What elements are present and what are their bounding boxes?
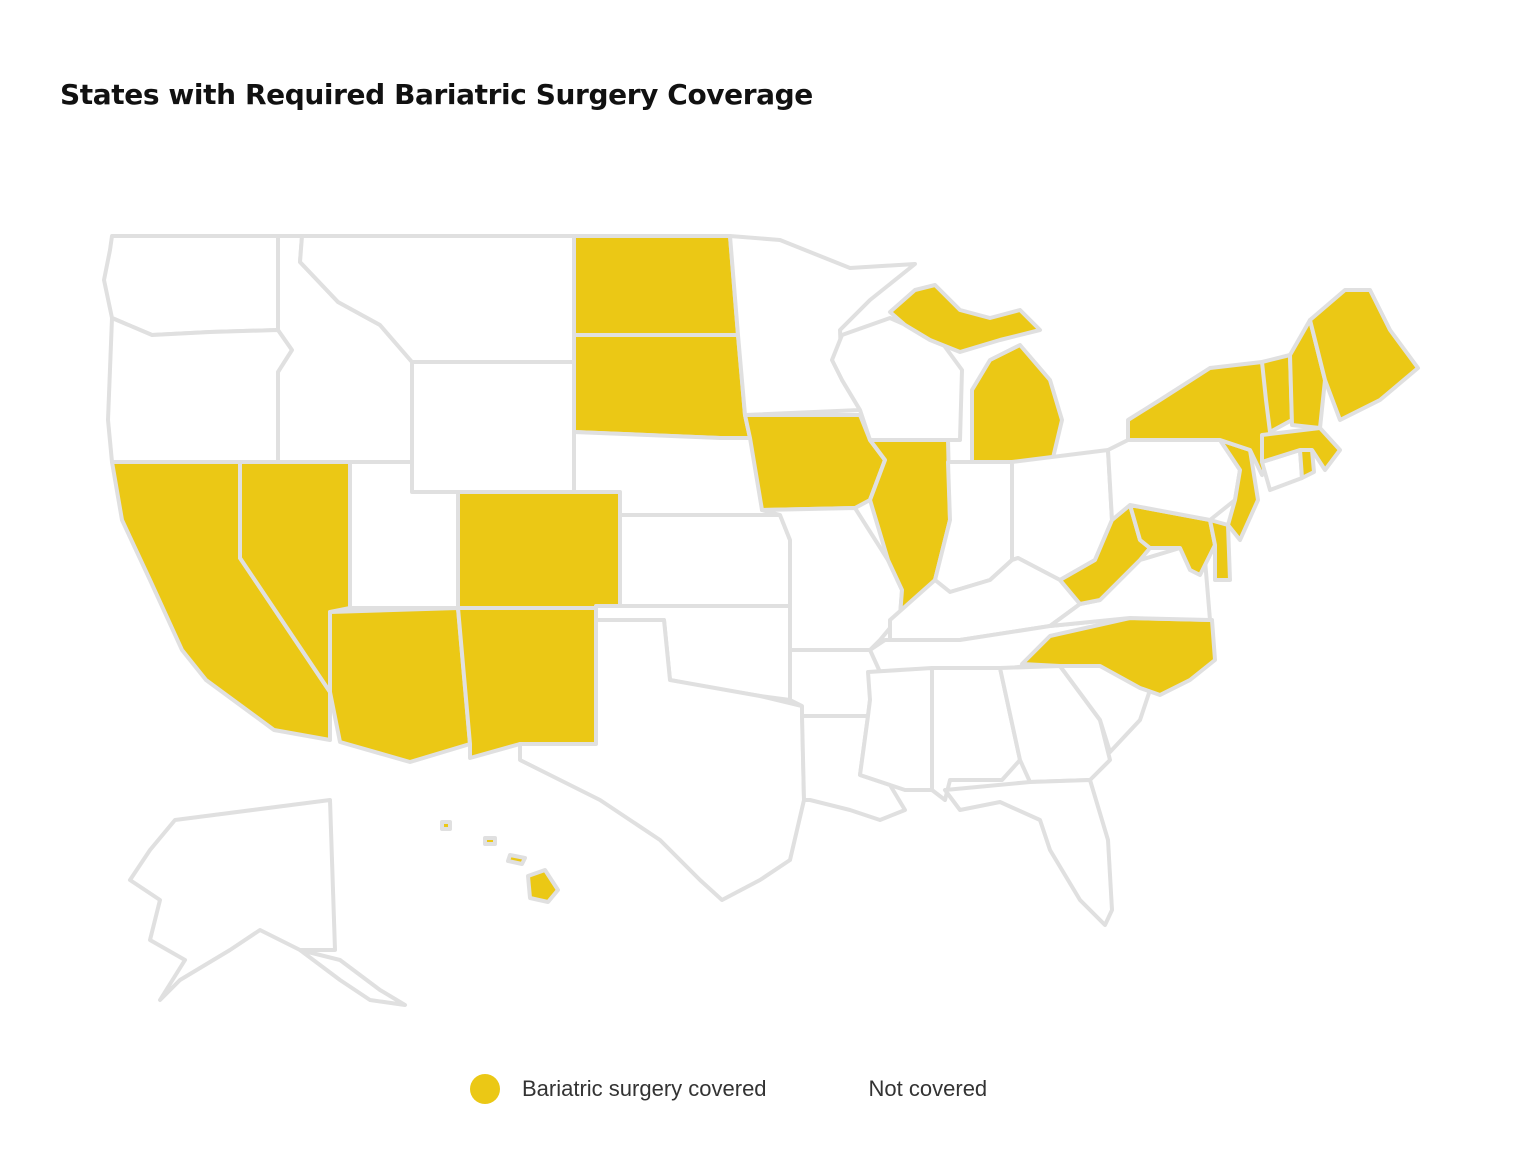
state-florida [943, 778, 1114, 927]
state-michigan-part-2 [888, 283, 1042, 354]
state-kansas [618, 513, 792, 608]
state-vermont [1260, 353, 1294, 434]
state-colorado [456, 490, 622, 610]
state-washington [102, 234, 280, 337]
state-hawaii-part-4 [440, 820, 452, 831]
state-maine [1308, 288, 1420, 422]
not-covered-swatch-icon [838, 1074, 869, 1104]
state-north-dakota [572, 234, 740, 337]
state-alaska-part-2 [298, 948, 407, 1007]
state-new-mexico [456, 606, 598, 760]
state-mississippi [858, 666, 934, 792]
legend-item-covered: Bariatric surgery covered [470, 1074, 767, 1104]
state-massachusetts [1260, 426, 1342, 472]
state-minnesota [728, 234, 917, 417]
state-new-jersey [1218, 438, 1260, 542]
state-pennsylvania [1106, 438, 1242, 522]
state-south-dakota [572, 333, 752, 440]
state-rhode-island [1298, 448, 1316, 480]
state-hawaii-part-2 [506, 853, 527, 866]
state-wyoming [410, 360, 576, 494]
states-layer [102, 234, 1420, 1007]
state-alaska-part-1 [128, 798, 337, 1002]
state-missouri [760, 506, 904, 652]
legend-item-not-covered: Not covered [838, 1074, 988, 1104]
map-title: States with Required Bariatric Surgery C… [60, 78, 813, 111]
legend-covered-label: Bariatric surgery covered [522, 1076, 767, 1101]
state-delaware [1208, 518, 1232, 582]
state-oregon [106, 316, 294, 464]
state-hawaii-part-3 [483, 836, 497, 846]
covered-swatch-icon [470, 1074, 500, 1104]
state-arizona [328, 606, 472, 764]
legend: Bariatric surgery covered Not covered [470, 1074, 987, 1104]
state-michigan-part-1 [970, 343, 1064, 464]
legend-not-covered-label: Not covered [868, 1076, 988, 1101]
state-iowa [743, 413, 887, 512]
state-hawaii-part-1 [526, 868, 560, 904]
state-texas [518, 618, 806, 902]
